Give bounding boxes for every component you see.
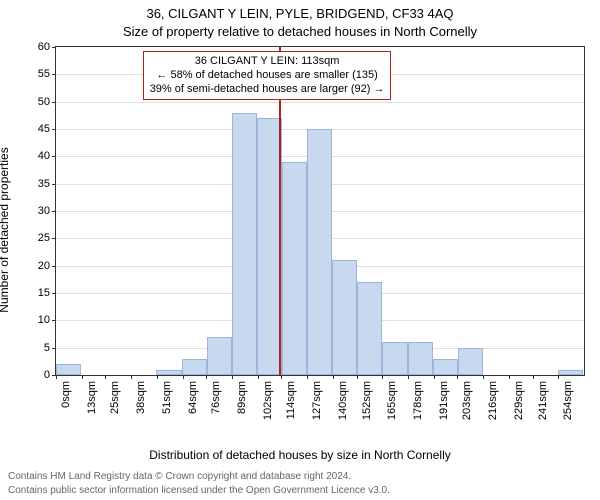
- x-tick-label: 38sqm: [135, 381, 147, 414]
- x-tick-mark: [281, 375, 282, 379]
- x-tick-mark: [483, 375, 484, 379]
- x-tick-label: 0sqm: [60, 381, 72, 408]
- x-tick-mark: [307, 375, 308, 379]
- y-tick-label: 25: [38, 232, 50, 244]
- x-tick-label: 102sqm: [262, 381, 274, 420]
- x-tick-mark: [131, 375, 132, 379]
- y-tick-label: 35: [38, 178, 50, 190]
- page-subtitle: Size of property relative to detached ho…: [0, 24, 600, 39]
- y-tick-mark: [52, 293, 56, 294]
- x-tick-label: 25sqm: [109, 381, 121, 414]
- histogram-bar: [232, 113, 257, 375]
- x-tick-mark: [157, 375, 158, 379]
- histogram-bar: [458, 348, 483, 375]
- annotation-box: 36 CILGANT Y LEIN: 113sqm← 58% of detach…: [143, 51, 392, 100]
- histogram-bar: [307, 129, 332, 375]
- y-tick-label: 20: [38, 260, 50, 272]
- page-super-title: 36, CILGANT Y LEIN, PYLE, BRIDGEND, CF33…: [0, 6, 600, 21]
- x-tick-mark: [232, 375, 233, 379]
- y-tick-mark: [52, 266, 56, 267]
- x-tick-mark: [206, 375, 207, 379]
- x-tick-mark: [56, 375, 57, 379]
- y-tick-label: 30: [38, 205, 50, 217]
- histogram-bar: [382, 342, 407, 375]
- gridline: [56, 102, 584, 103]
- x-tick-label: 76sqm: [210, 381, 222, 414]
- x-tick-label: 241sqm: [537, 381, 549, 420]
- x-tick-label: 114sqm: [285, 381, 297, 419]
- x-tick-label: 254sqm: [562, 381, 574, 420]
- x-tick-mark: [105, 375, 106, 379]
- x-tick-label: 203sqm: [461, 381, 473, 420]
- x-tick-mark: [258, 375, 259, 379]
- x-tick-label: 64sqm: [187, 381, 199, 414]
- x-tick-label: 165sqm: [386, 381, 398, 420]
- x-tick-mark: [434, 375, 435, 379]
- y-axis-label: Number of detached properties: [0, 65, 11, 230]
- footer-line-2: Contains public sector information licen…: [8, 485, 390, 496]
- histogram-bar: [558, 370, 583, 375]
- histogram-bar: [357, 282, 382, 375]
- histogram-bar: [156, 370, 181, 375]
- x-tick-label: 152sqm: [361, 381, 373, 420]
- y-tick-label: 55: [38, 68, 50, 80]
- x-axis-label: Distribution of detached houses by size …: [0, 448, 600, 462]
- x-tick-mark: [183, 375, 184, 379]
- x-tick-mark: [457, 375, 458, 379]
- x-tick-label: 191sqm: [438, 381, 450, 420]
- x-tick-mark: [533, 375, 534, 379]
- histogram-bar: [207, 337, 232, 375]
- x-tick-mark: [333, 375, 334, 379]
- histogram-bar: [56, 364, 81, 375]
- y-tick-mark: [52, 211, 56, 212]
- x-tick-label: 89sqm: [236, 381, 248, 414]
- x-tick-mark: [509, 375, 510, 379]
- y-tick-mark: [52, 348, 56, 349]
- y-tick-label: 50: [38, 96, 50, 108]
- histogram-bar: [408, 342, 433, 375]
- x-tick-label: 13sqm: [86, 381, 98, 414]
- x-tick-mark: [558, 375, 559, 379]
- x-tick-mark: [382, 375, 383, 379]
- y-tick-mark: [52, 184, 56, 185]
- annotation-line: ← 58% of detached houses are smaller (13…: [150, 69, 385, 83]
- y-tick-label: 15: [38, 287, 50, 299]
- y-tick-label: 60: [38, 41, 50, 53]
- histogram-plot: 0510152025303540455055600sqm13sqm25sqm38…: [55, 46, 585, 376]
- y-tick-mark: [52, 102, 56, 103]
- histogram-bar: [182, 359, 207, 375]
- x-tick-label: 140sqm: [337, 381, 349, 420]
- y-tick-mark: [52, 156, 56, 157]
- y-tick-label: 10: [38, 314, 50, 326]
- histogram-bar: [282, 162, 307, 375]
- y-tick-mark: [52, 320, 56, 321]
- footer-line-1: Contains HM Land Registry data © Crown c…: [8, 471, 351, 482]
- histogram-bar: [332, 260, 357, 375]
- x-tick-mark: [357, 375, 358, 379]
- x-tick-mark: [408, 375, 409, 379]
- y-tick-label: 45: [38, 123, 50, 135]
- y-tick-mark: [52, 74, 56, 75]
- histogram-bar: [257, 118, 282, 375]
- y-tick-label: 0: [44, 369, 50, 381]
- x-tick-mark: [82, 375, 83, 379]
- annotation-line: 39% of semi-detached houses are larger (…: [150, 83, 385, 97]
- y-tick-mark: [52, 129, 56, 130]
- y-tick-mark: [52, 238, 56, 239]
- x-tick-label: 127sqm: [311, 381, 323, 420]
- y-tick-mark: [52, 47, 56, 48]
- y-tick-label: 40: [38, 150, 50, 162]
- x-tick-label: 229sqm: [513, 381, 525, 420]
- x-tick-label: 216sqm: [487, 381, 499, 420]
- y-tick-label: 5: [44, 342, 50, 354]
- x-tick-label: 51sqm: [161, 381, 173, 414]
- x-tick-label: 178sqm: [412, 381, 424, 420]
- histogram-bar: [433, 359, 458, 375]
- annotation-line: 36 CILGANT Y LEIN: 113sqm: [150, 55, 385, 69]
